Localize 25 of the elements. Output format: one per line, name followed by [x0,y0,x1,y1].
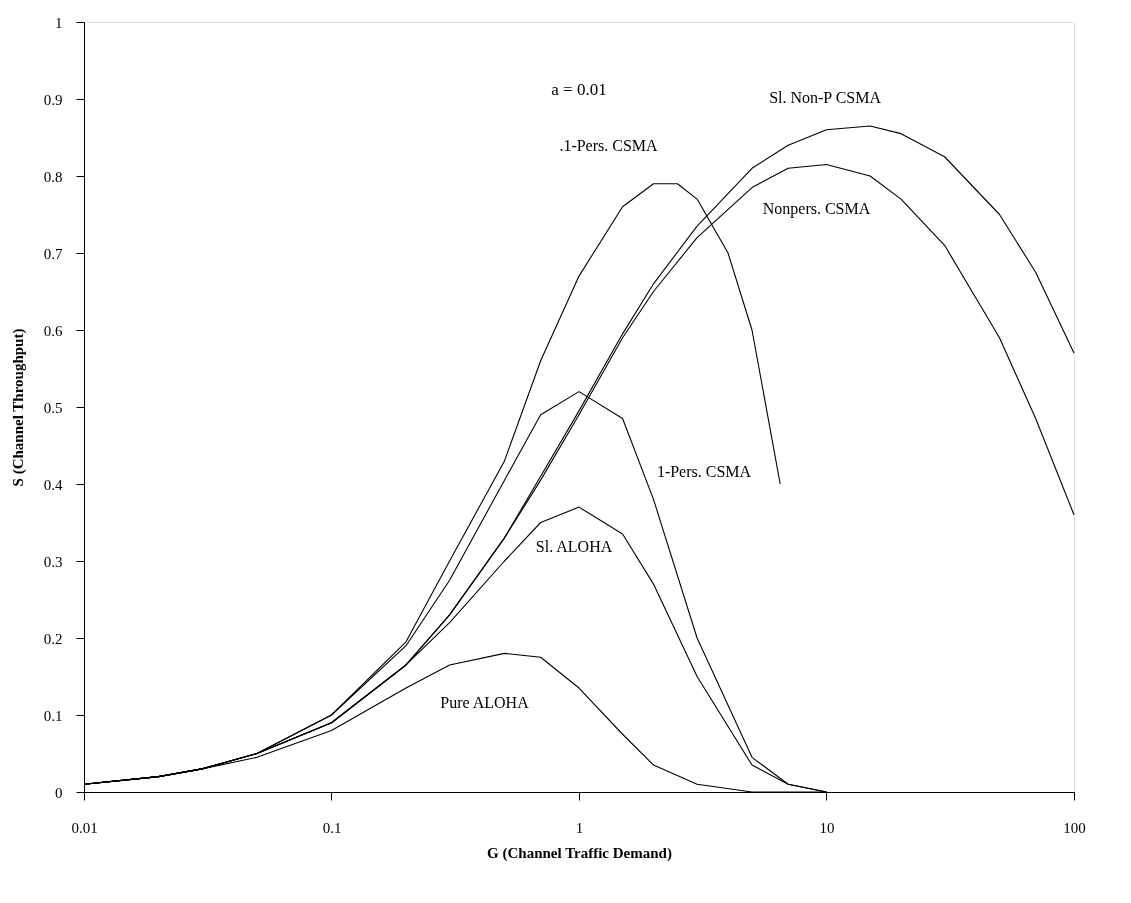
y-tick-label: 0.7 [43,245,63,262]
y-tick-label: 1 [55,14,63,31]
y-tick-label: 0.4 [43,476,63,493]
y-tick-label: 0.1 [43,707,63,724]
series-label: .1-Pers. CSMA [559,136,659,154]
y-tick-label: 0.8 [43,168,63,185]
series-label: Sl. Non-P CSMA [769,88,882,106]
y-tick-label: 0.2 [43,630,63,647]
y-axis-title: S (Channel Throughput) [9,328,27,487]
x-axis-title: G (Channel Traffic Demand) [487,844,672,862]
x-tick-label: 0.01 [71,819,98,836]
y-tick-label: 0.9 [43,91,63,108]
annotation: a = 0.01 [551,80,607,99]
series-label: Pure ALOHA [440,694,530,712]
y-tick-label: 0 [55,784,63,801]
y-tick-label: 0.6 [43,322,63,339]
x-tick-label: 0.1 [322,819,342,836]
x-tick-label: 1 [575,819,584,836]
series-label: Nonpers. CSMA [762,200,871,219]
x-tick-label: 100 [1063,819,1086,836]
y-tick-label: 0.3 [43,553,63,570]
series-label: 1-Pers. CSMA [656,462,752,480]
series-label: Sl. ALOHA [535,538,613,556]
x-tick-label: 10 [819,819,835,836]
y-tick-label: 0.5 [43,399,63,416]
